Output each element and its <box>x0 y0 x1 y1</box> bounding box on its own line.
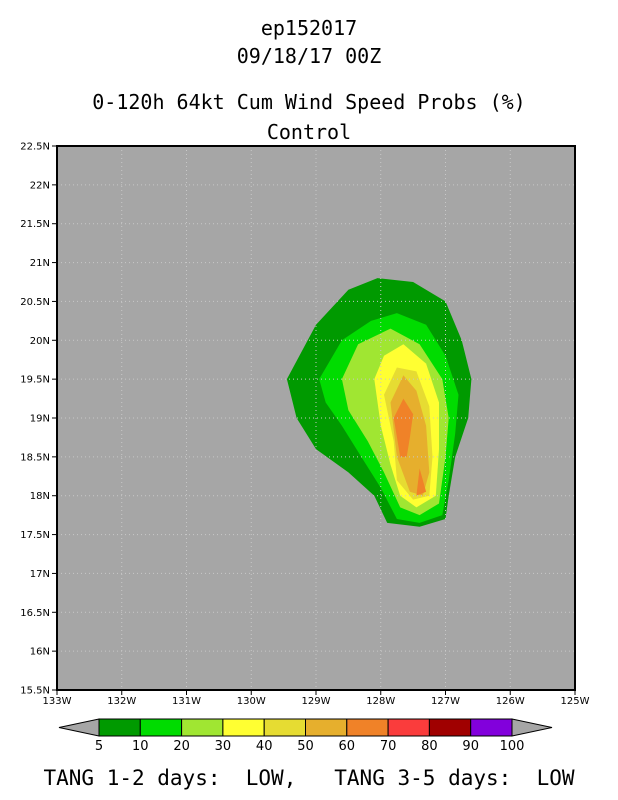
contour-60pct <box>416 468 427 496</box>
y-tick-label: 20N <box>30 336 50 347</box>
y-tick-label: 19N <box>30 414 50 425</box>
y-tick-label: 21.5N <box>20 219 50 230</box>
y-tick-label: 16N <box>30 647 50 658</box>
colorbar-label: 5 <box>95 739 103 754</box>
x-tick-label: 128W <box>366 696 395 707</box>
y-tick-label: 22N <box>30 180 50 191</box>
product-title: 0-120h 64kt Cum Wind Speed Probs (%) <box>92 90 526 114</box>
colorbar-swatch-40-50 <box>263 718 307 737</box>
y-tick-label: 21N <box>30 258 50 269</box>
colorbar-label: 40 <box>256 739 273 754</box>
contour-60pct <box>393 398 414 457</box>
colorbar-label: 10 <box>132 739 149 754</box>
colorbar-label: 80 <box>421 739 438 754</box>
x-tick-label: 131W <box>172 696 201 707</box>
y-tick-label: 17N <box>30 569 50 580</box>
colorbar-label: 60 <box>339 739 356 754</box>
colorbar-label: 20 <box>173 739 190 754</box>
wind-probability-map: 133W 132W 131W 130W 129W 128W 127W 126W 125W 15.5… <box>20 142 590 755</box>
colorbar-label: 100 <box>500 739 525 754</box>
x-tick-label: 126W <box>496 696 525 707</box>
y-tick-label: 16.5N <box>20 608 50 619</box>
x-tick-label: 130W <box>237 696 266 707</box>
y-tick-label: 18.5N <box>20 452 50 463</box>
y-tick-label: 18N <box>30 491 50 502</box>
colorbar-swatch-90-100 <box>470 718 513 737</box>
colorbar-swatch-20-30 <box>181 718 224 737</box>
colorbar-swatch-5-10 <box>98 718 141 737</box>
x-tick-label: 129W <box>302 696 331 707</box>
colorbar-swatch-80-90 <box>428 718 472 737</box>
y-tick-label: 17.5N <box>20 530 50 541</box>
colorbar-label: 90 <box>462 739 479 754</box>
tang-summary: TANG 1-2 days: LOW, TANG 3-5 days: LOW <box>43 766 575 790</box>
grid-lines <box>57 146 575 690</box>
y-tick-label: 19.5N <box>20 375 50 386</box>
colorbar-swatch-50-60 <box>305 718 348 737</box>
x-tick-label: 133W <box>43 696 72 707</box>
y-tick-label: 15.5N <box>20 686 50 697</box>
forecast-datetime: 09/18/17 00Z <box>236 44 382 68</box>
x-tick-label: 125W <box>561 696 590 707</box>
colorbar-label: 50 <box>297 739 314 754</box>
y-tick-label: 20.5N <box>20 297 50 308</box>
y-tick-label: 22.5N <box>20 142 50 153</box>
colorbar-swatch-60-70 <box>346 718 389 737</box>
colorbar-label: 30 <box>215 739 232 754</box>
run-subtitle: Control <box>266 120 352 144</box>
colorbar-left-arrow <box>58 718 100 737</box>
x-tick-label: 127W <box>431 696 460 707</box>
colorbar-label: 70 <box>380 739 397 754</box>
colorbar-swatch-10-20 <box>139 718 183 737</box>
storm-id-title: ep152017 <box>260 16 358 40</box>
colorbar-swatch-70-80 <box>387 718 430 737</box>
colorbar-right-arrow <box>511 718 553 737</box>
x-tick-label: 132W <box>107 696 136 707</box>
colorbar-swatch-30-40 <box>222 718 265 737</box>
